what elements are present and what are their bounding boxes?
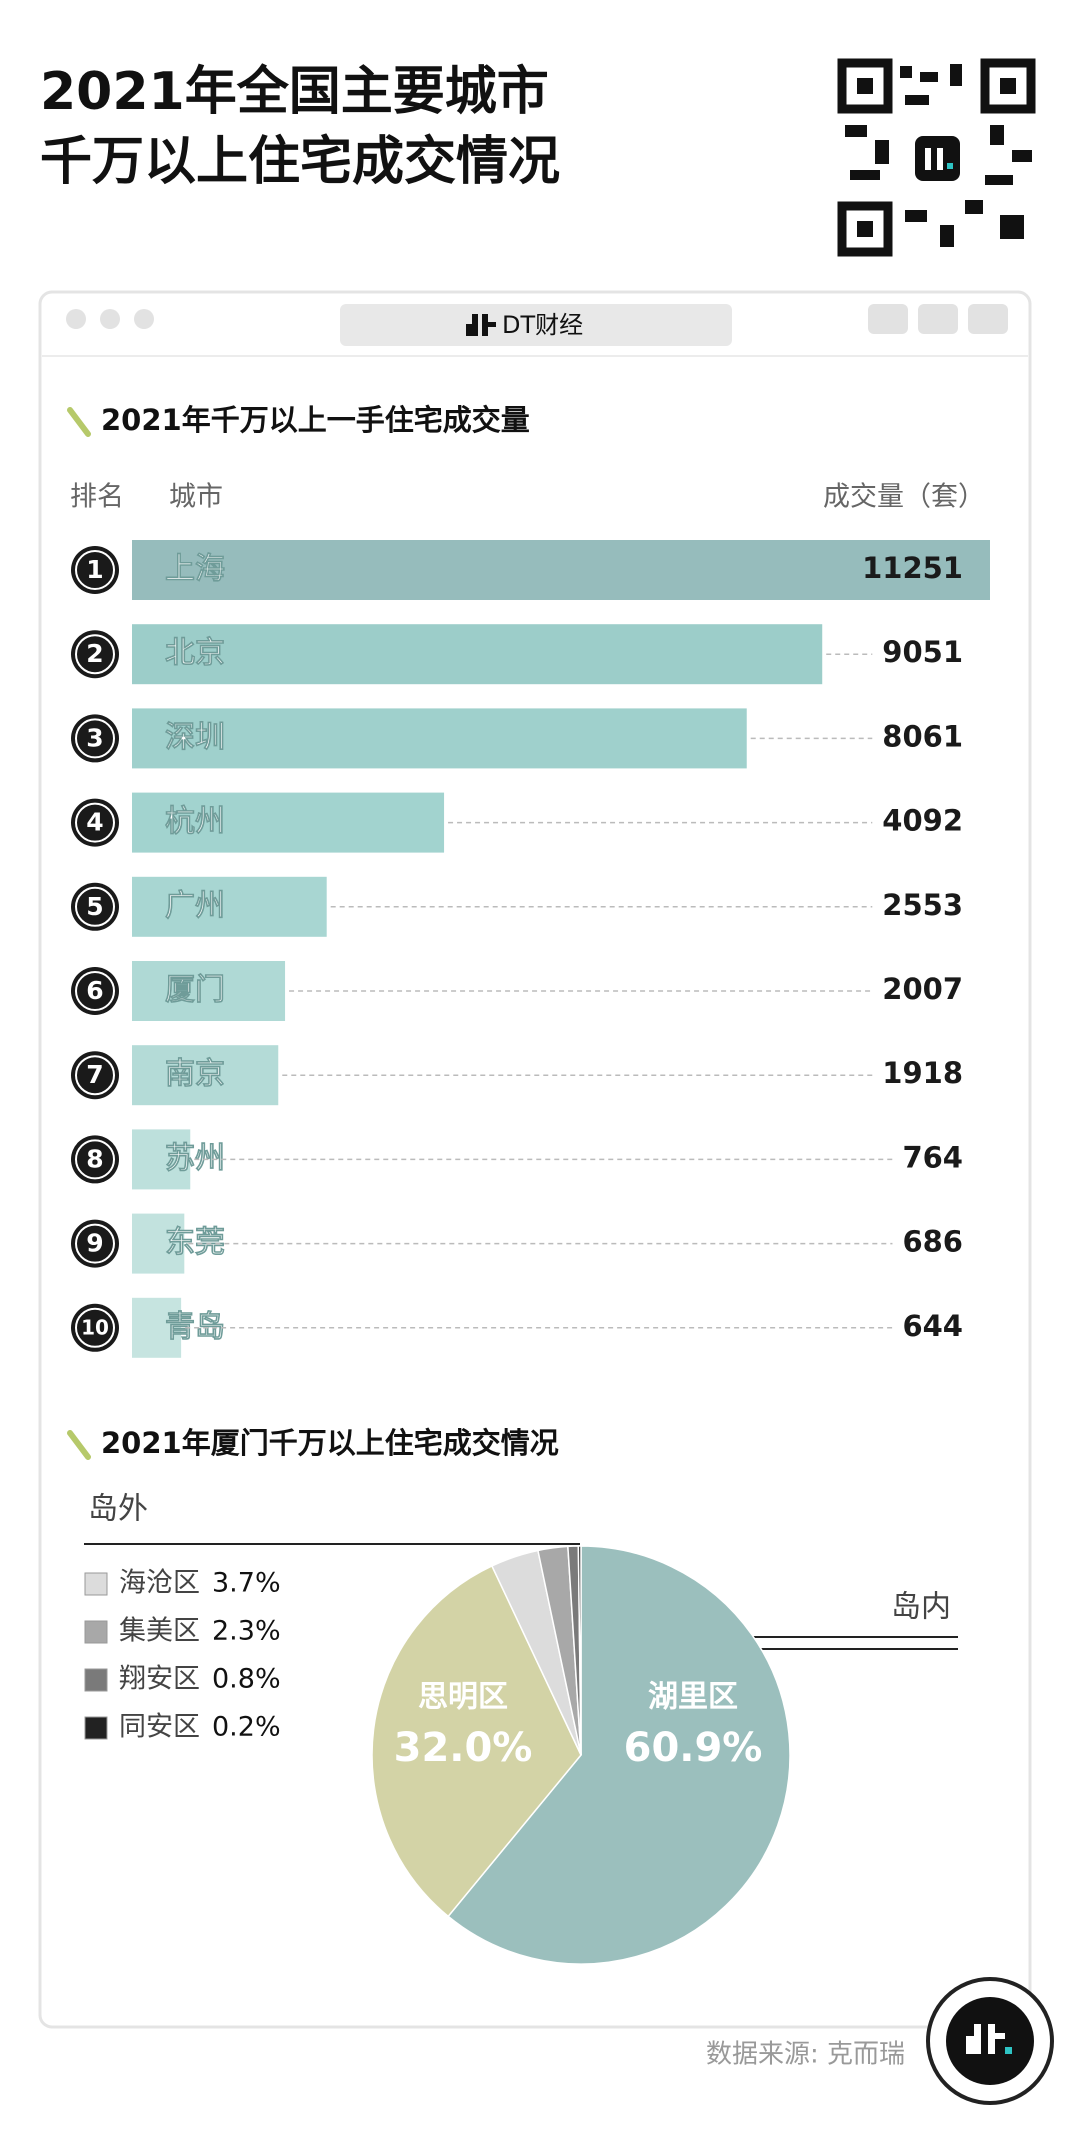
bar — [132, 876, 327, 937]
rank-label: 6 — [86, 976, 103, 1005]
category-label: 北京 — [165, 636, 225, 671]
heading-mark — [67, 407, 91, 437]
legend-label: 集美区 — [119, 1616, 200, 1647]
rank-label: 9 — [86, 1229, 103, 1258]
rank-badge — [71, 630, 119, 679]
rank-ring — [75, 1223, 115, 1264]
heading-mark — [67, 1430, 91, 1460]
legend-label: 翔安区 — [119, 1664, 200, 1695]
dt-mini-logo — [466, 314, 496, 336]
rank-label: 7 — [86, 1060, 103, 1089]
rank-label: 2 — [86, 639, 103, 668]
rank-ring — [75, 1307, 115, 1348]
rank-ring — [75, 886, 115, 927]
column-header: 排名 — [70, 482, 124, 513]
rank-ring — [75, 802, 115, 843]
section-title: 2021年千万以上一手住宅成交量 — [101, 403, 530, 437]
slice-value: 60.9% — [624, 1725, 763, 1771]
rank-label: 10 — [81, 1315, 109, 1339]
column-header: 城市 — [169, 482, 223, 513]
rank-badge — [71, 882, 119, 931]
legend-swatch — [84, 1716, 108, 1740]
bar — [132, 792, 445, 853]
rank-badge — [71, 546, 119, 594]
rank-label: 5 — [86, 892, 103, 921]
legend-swatch — [84, 1572, 108, 1596]
rank-ring — [75, 550, 115, 590]
rank-ring — [75, 634, 115, 675]
value-label: 4092 — [882, 804, 963, 838]
legend-label: 同安区 — [119, 1712, 200, 1743]
legend-value: 0.8% — [212, 1664, 281, 1695]
bar — [132, 1213, 185, 1274]
legend-value: 3.7% — [212, 1568, 281, 1599]
category-label: 青岛 — [165, 1309, 225, 1344]
bar — [132, 624, 823, 685]
rank-badge — [71, 1051, 119, 1100]
title-line: 2021年全国主要城市 — [40, 62, 549, 122]
rank-badge — [71, 714, 119, 763]
value-label: 2553 — [882, 888, 963, 922]
rank-badge — [71, 1135, 119, 1184]
rank-badge — [71, 1219, 119, 1268]
rank-label: 4 — [86, 808, 103, 837]
window-title: DT财经 — [502, 311, 583, 339]
rank-badge — [71, 1303, 119, 1352]
slice-name: 思明区 — [418, 1680, 508, 1715]
group-label: 岛内 — [891, 1590, 951, 1625]
slice-value: 32.0% — [394, 1725, 533, 1771]
category-label: 深圳 — [165, 720, 225, 755]
category-label: 广州 — [165, 888, 225, 923]
pie-slice — [371, 1564, 582, 1918]
category-label: 东莞 — [165, 1225, 225, 1260]
rank-label: 1 — [86, 555, 103, 584]
bar — [132, 1045, 279, 1106]
rank-ring — [75, 1139, 115, 1180]
bar — [132, 1297, 182, 1358]
round-logo — [926, 1977, 1054, 2105]
window-buttons — [66, 304, 1008, 334]
bar — [132, 1129, 191, 1190]
category-label: 厦门 — [165, 973, 225, 1008]
category-label: 杭州 — [165, 804, 225, 839]
value-label: 8061 — [882, 719, 963, 753]
rank-badge — [71, 967, 119, 1015]
title-line: 千万以上住宅成交情况 — [40, 132, 560, 192]
bar — [132, 961, 286, 1021]
value-label: 2007 — [882, 972, 963, 1006]
legend-swatch — [84, 1620, 108, 1644]
rank-ring — [75, 1055, 115, 1096]
qr-code — [837, 58, 1036, 257]
rank-ring — [75, 971, 115, 1011]
rank-ring — [75, 718, 115, 759]
category-label: 苏州 — [165, 1141, 225, 1176]
column-header: 成交量（套） — [823, 482, 985, 513]
value-label: 686 — [902, 1225, 963, 1259]
value-label: 11251 — [862, 551, 963, 585]
rank-badge — [71, 798, 119, 847]
pie-slice — [447, 1545, 791, 1965]
legend-value: 2.3% — [212, 1616, 281, 1647]
value-label: 1918 — [882, 1056, 963, 1090]
value-label: 9051 — [882, 635, 963, 669]
bar — [132, 540, 990, 600]
value-label: 764 — [902, 1140, 963, 1174]
source: 数据来源: 克而瑞 — [706, 2040, 905, 2070]
rank-label: 8 — [86, 1144, 103, 1173]
pie-slice — [577, 1545, 582, 1756]
rank-label: 3 — [86, 723, 103, 752]
value-label: 644 — [902, 1309, 963, 1343]
category-label: 上海 — [165, 552, 225, 587]
section-title: 2021年厦门千万以上住宅成交情况 — [101, 1426, 559, 1460]
legend-swatch — [84, 1668, 108, 1692]
category-label: 南京 — [165, 1057, 225, 1092]
slice-name: 湖里区 — [648, 1680, 738, 1715]
legend-label: 海沧区 — [119, 1568, 200, 1599]
window-title-bar — [340, 304, 732, 346]
legend-value: 0.2% — [212, 1712, 281, 1743]
bar — [132, 708, 747, 769]
group-label: 岛外 — [88, 1492, 148, 1527]
